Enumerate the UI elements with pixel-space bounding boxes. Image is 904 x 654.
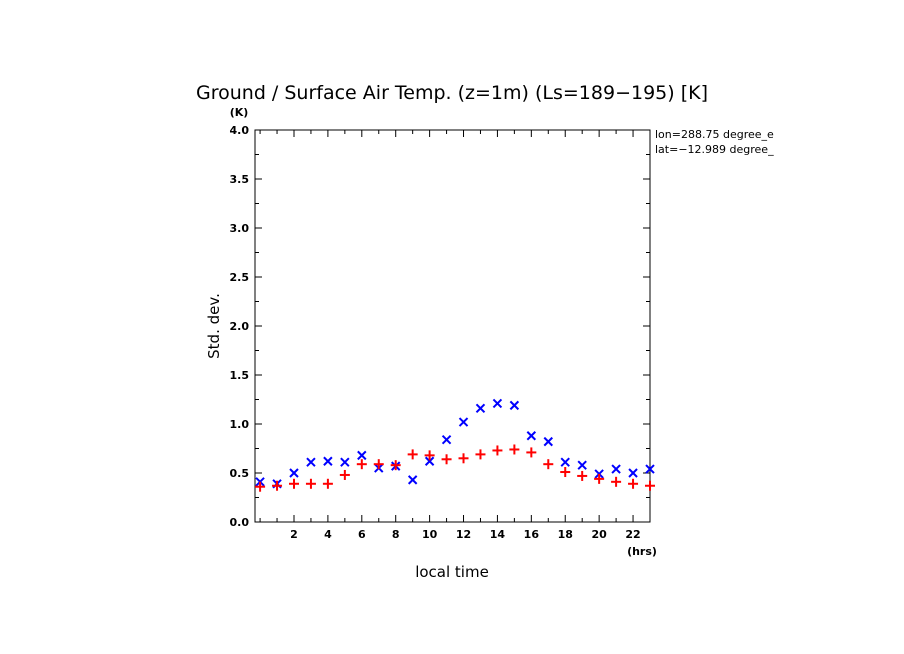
data-point-x	[526, 431, 537, 441]
data-point-x	[628, 468, 638, 478]
data-point-x	[645, 464, 655, 474]
y-axis-label: Std. dev.	[205, 293, 223, 359]
y-unit-label: (K)	[230, 106, 249, 119]
data-point-plus	[492, 445, 503, 456]
data-point-plus	[526, 447, 537, 458]
data-point-x	[441, 434, 452, 445]
data-point-x	[306, 457, 316, 467]
data-point-x	[560, 457, 570, 467]
annotation-lon: lon=288.75 degree_e	[655, 128, 774, 141]
data-point-plus	[356, 459, 367, 470]
x-tick-label: 16	[524, 528, 540, 541]
x-stroke	[306, 457, 316, 467]
y-tick-label: 2.0	[230, 320, 250, 333]
x-stroke	[340, 457, 350, 467]
data-point-plus	[373, 459, 384, 470]
x-tick-label: 8	[392, 528, 400, 541]
y-tick-label: 1.5	[230, 369, 250, 382]
data-point-plus	[458, 453, 469, 464]
x-stroke	[475, 403, 486, 414]
y-tick-label: 3.0	[230, 222, 250, 235]
x-tick-label: 2	[290, 528, 298, 541]
data-point-x	[289, 468, 299, 478]
plot-frame	[254, 129, 651, 523]
data-point-plus	[272, 480, 283, 491]
data-point-plus	[594, 473, 605, 484]
data-point-x	[543, 436, 553, 447]
data-point-plus	[645, 480, 655, 491]
data-point-x	[577, 460, 587, 470]
x-tick-label: 4	[324, 528, 332, 541]
x-tick-label: 12	[456, 528, 471, 541]
x-stroke	[526, 431, 537, 441]
data-point-x	[407, 475, 418, 485]
data-point-plus	[322, 478, 333, 489]
x-tick-label: 14	[490, 528, 506, 541]
data-point-plus	[441, 454, 452, 465]
data-point-x	[340, 457, 350, 467]
x-tick-label: 22	[625, 528, 640, 541]
y-tick-label: 0.0	[230, 516, 250, 529]
data-point-x	[357, 450, 367, 461]
y-tick-label: 3.5	[230, 173, 250, 186]
x-stroke	[424, 456, 435, 466]
data-point-plus	[390, 460, 401, 471]
data-point-x	[323, 456, 333, 466]
x-stroke	[645, 464, 655, 474]
data-point-plus	[628, 478, 639, 489]
data-point-plus	[407, 449, 418, 460]
x-stroke	[560, 457, 570, 467]
chart-title: Ground / Surface Air Temp. (z=1m) (Ls=18…	[196, 82, 708, 104]
data-point-plus	[255, 481, 266, 492]
data-point-plus	[543, 459, 554, 470]
x-stroke	[441, 434, 452, 445]
data-point-plus	[339, 469, 350, 480]
data-point-plus	[424, 450, 435, 461]
data-point-plus	[288, 478, 299, 489]
data-point-plus	[509, 444, 520, 455]
x-stroke	[492, 398, 503, 409]
x-tick-label: 6	[358, 528, 366, 541]
x-stroke	[323, 456, 333, 466]
x-tick-label: 20	[591, 528, 607, 541]
x-stroke	[628, 468, 638, 478]
x-stroke	[543, 436, 553, 447]
x-tick-label: 10	[422, 528, 438, 541]
data-point-plus	[305, 478, 316, 489]
x-stroke	[407, 475, 418, 485]
y-tick-label: 0.5	[230, 467, 250, 480]
x-stroke	[509, 400, 520, 411]
x-stroke	[611, 464, 621, 474]
data-point-x	[492, 398, 503, 409]
x-stroke	[357, 450, 367, 461]
data-point-plus	[560, 467, 571, 478]
y-tick-label: 1.0	[230, 418, 250, 431]
x-stroke	[289, 468, 299, 478]
axis-ticks: 0.0 0.5 1.0 1.5 2.0 2.5 3.0 3.5 4.0 2 4 6 8 10 12 14 16 1…	[230, 124, 651, 541]
data-point-x	[458, 417, 469, 427]
data-marks	[255, 398, 655, 492]
x-stroke	[577, 460, 587, 470]
data-point-x	[611, 464, 621, 474]
data-point-x	[475, 403, 486, 414]
x-stroke	[458, 417, 469, 427]
data-point-x	[509, 400, 520, 411]
x-axis-label: local time	[415, 563, 489, 581]
data-point-plus	[577, 470, 588, 481]
y-tick-label: 4.0	[230, 124, 250, 137]
data-point-plus	[475, 449, 486, 460]
x-tick-label: 18	[558, 528, 573, 541]
data-point-plus	[611, 476, 622, 487]
x-unit-label: (hrs)	[627, 545, 657, 558]
data-point-x	[424, 456, 435, 466]
annotation-lat: lat=−12.989 degree_	[655, 143, 774, 156]
y-tick-label: 2.5	[230, 271, 250, 284]
